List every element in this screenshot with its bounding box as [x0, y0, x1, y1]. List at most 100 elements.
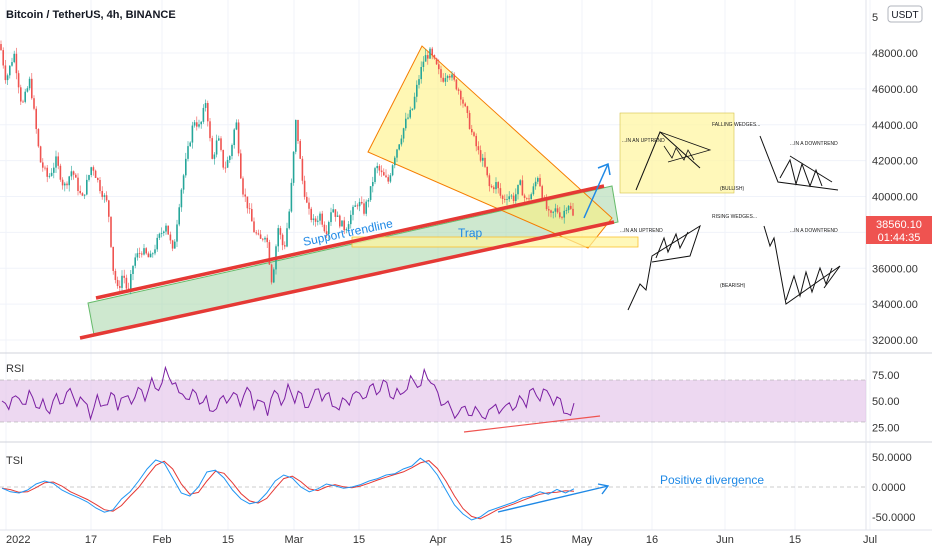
candle-body [372, 182, 374, 187]
candle-body [273, 269, 275, 283]
price-tick-label: 46000.00 [872, 84, 918, 96]
candle-body [37, 129, 40, 147]
candle-body [352, 206, 354, 215]
candle-body [196, 122, 198, 127]
candle-body [17, 73, 20, 88]
candle-body [264, 237, 266, 240]
candle-body [97, 177, 99, 181]
trap-zone[interactable] [351, 236, 639, 248]
candle-body [317, 220, 319, 222]
candle-body [367, 199, 370, 202]
candle-body [55, 156, 57, 168]
price-tick-label: 42000.00 [872, 156, 918, 168]
rising-bearish-label: (BEARISH) [720, 283, 746, 289]
candle-body [328, 222, 330, 235]
tsi-pane-label: TSI [6, 455, 23, 467]
price-tick-label-partial: 5 [872, 12, 878, 24]
candle-body [565, 210, 568, 211]
time-tick-label: 16 [646, 534, 658, 546]
candle-body [433, 55, 436, 59]
candle-body [358, 201, 361, 207]
time-tick-label: 15 [222, 534, 234, 546]
time-tick-label: 17 [85, 534, 97, 546]
candle-body [213, 154, 216, 159]
candle-body [114, 270, 117, 280]
candle-body [28, 78, 31, 89]
rsi-pane-label: RSI [6, 363, 24, 375]
candle-body [90, 167, 92, 176]
candle-body [290, 182, 293, 212]
candle-body [13, 53, 15, 63]
tsi-axis[interactable]: 50.0000 0.0000 -50.0000 [872, 452, 915, 524]
candle-body [488, 175, 491, 187]
support-trendline[interactable] [95, 184, 605, 300]
candle-body [537, 177, 539, 182]
candle-body [187, 146, 189, 159]
candle-body [244, 194, 246, 197]
chart-title: Bitcoin / TetherUS, 4h, BINANCE [6, 9, 176, 21]
candle-body [233, 129, 235, 145]
tsi-divergence-arrow[interactable] [497, 483, 610, 513]
candle-body [350, 214, 352, 225]
price-tick-label: 40000.00 [872, 192, 918, 204]
candle-body [99, 180, 101, 192]
candle-body [268, 242, 271, 265]
candle-body [301, 158, 304, 181]
tsi-signal-line[interactable] [1, 460, 575, 520]
candle-body [178, 207, 180, 225]
candle-body [6, 75, 9, 81]
candle-body [451, 74, 453, 78]
candle-body [526, 197, 528, 199]
candle-body [330, 212, 332, 223]
candle-body [541, 186, 543, 199]
rising-uptrend-label: ...IN AN UPTREND [620, 228, 663, 234]
candle-body [466, 106, 469, 113]
candle-body [288, 211, 290, 229]
candle-body [446, 75, 449, 79]
candle-body [556, 208, 559, 213]
falling-wedges-title: FALLING WEDGES... [712, 122, 760, 128]
candle-body [277, 228, 279, 247]
candle-body [495, 182, 497, 190]
candle-body [405, 118, 407, 129]
rsi-line[interactable] [1, 365, 575, 421]
candle-body [510, 195, 513, 197]
candle-body [528, 198, 530, 200]
candle-body [378, 165, 381, 171]
candlestick-series[interactable] [0, 40, 574, 295]
candle-body [453, 74, 455, 80]
price-axis[interactable]: 48000.00 46000.00 44000.00 42000.00 40000.00… [872, 12, 918, 347]
candle-body [103, 195, 106, 197]
support-channel-zone[interactable] [87, 185, 619, 336]
tsi-line[interactable] [1, 457, 575, 521]
candle-body [387, 177, 389, 182]
candle-body [407, 117, 409, 119]
candle-body [77, 177, 79, 191]
candle-body [339, 215, 341, 227]
candle-body [152, 253, 154, 255]
candle-body [471, 128, 473, 133]
candle-body [325, 231, 328, 235]
rsi-axis[interactable]: 75.00 50.00 25.00 [872, 370, 900, 435]
candle-body [385, 175, 387, 178]
currency-badge[interactable]: USDT [887, 5, 923, 23]
candle-body [9, 65, 11, 76]
candle-body [321, 213, 323, 225]
rsi-tick-label: 50.00 [872, 396, 900, 408]
falling-bullish-label: (BULLISH) [720, 186, 745, 192]
channel-lower-line[interactable] [79, 220, 615, 340]
price-tick-label: 36000.00 [872, 263, 918, 275]
breakout-arrow[interactable] [583, 162, 611, 219]
candle-body [545, 198, 548, 210]
candle-body [508, 196, 510, 200]
candle-body [191, 125, 194, 143]
rsi-divergence-line[interactable] [463, 415, 601, 433]
candle-body [207, 103, 209, 122]
candle-body [180, 189, 183, 208]
candle-body [88, 175, 90, 180]
candle-body [567, 205, 570, 211]
candle-body [429, 48, 431, 59]
time-axis[interactable]: 2022 17 Feb 15 Mar 15 Apr 15 May 16 Jun 15 Jul [6, 534, 877, 546]
candle-body [490, 186, 493, 188]
